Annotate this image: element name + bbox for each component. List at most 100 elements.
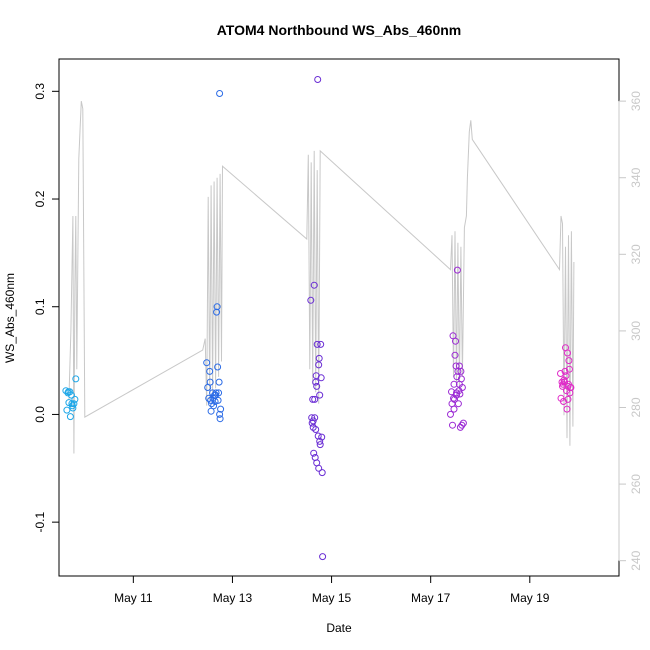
x-tick-label: May 19: [510, 591, 550, 605]
data-point: [203, 359, 211, 367]
data-point: [316, 437, 324, 445]
data-point: [318, 469, 326, 477]
y2-tick-label: 280: [629, 397, 643, 417]
x-tick-label: May 15: [312, 591, 352, 605]
data-point: [213, 303, 221, 311]
data-point: [315, 464, 323, 472]
data-point: [451, 351, 459, 359]
data-point: [453, 391, 460, 399]
data-point: [311, 395, 319, 403]
data-point: [458, 421, 466, 429]
data-point: [319, 553, 327, 561]
y-tick-label: 0.2: [33, 190, 47, 207]
y2-tick-label: 300: [629, 321, 643, 341]
data-point: [316, 391, 324, 399]
x-tick-label: May 11: [114, 591, 153, 605]
data-point: [315, 354, 323, 362]
data-point: [315, 361, 323, 369]
data-point: [214, 396, 222, 404]
data-point: [68, 400, 76, 408]
data-point: [72, 375, 80, 383]
data-point: [215, 378, 223, 386]
data-point: [459, 419, 467, 427]
y-tick-label: 0.0: [33, 406, 47, 423]
y2-tick-label: 260: [629, 474, 643, 494]
data-point: [217, 405, 225, 413]
x-tick-label: May 17: [411, 591, 451, 605]
y-axis-right: 240 260 280 300 320 340 360: [618, 91, 643, 571]
data-point: [455, 380, 463, 388]
data-point: [318, 433, 326, 441]
data-point: [564, 395, 572, 403]
data-point: [309, 395, 317, 403]
data-point: [454, 400, 462, 408]
y-tick-label: -0.1: [33, 511, 47, 532]
y-tick-label: 0.1: [33, 298, 47, 315]
secondary-series-layer: [68, 101, 575, 454]
data-point: [317, 340, 325, 348]
data-point: [456, 390, 464, 398]
data-point: [453, 266, 461, 274]
y2-tick-label: 240: [629, 550, 643, 570]
y-tick-label: 0.3: [33, 83, 47, 100]
secondary-series-line: [68, 101, 575, 454]
y2-tick-label: 320: [629, 244, 643, 264]
plot-frame: [58, 58, 620, 577]
y-axis-label: WS_Abs_460nm: [3, 273, 17, 363]
data-point: [69, 404, 77, 412]
data-point: [314, 76, 322, 83]
data-point: [448, 388, 455, 396]
data-point: [453, 389, 460, 397]
chart-title: ATOM4 Northbound WS_Abs_460nm: [217, 22, 462, 38]
y2-tick-label: 360: [629, 91, 643, 111]
data-point: [312, 426, 320, 433]
data-point: [451, 395, 458, 403]
data-point: [307, 296, 315, 304]
data-point: [565, 357, 573, 365]
data-point: [317, 374, 325, 382]
data-point: [449, 421, 456, 429]
data-point: [212, 389, 220, 397]
data-point: [216, 415, 224, 423]
data-point: [316, 441, 324, 449]
data-point: [214, 363, 222, 371]
data-point: [560, 398, 567, 405]
data-point: [563, 405, 571, 413]
data-point: [560, 376, 568, 384]
data-point: [562, 372, 570, 380]
data-point: [215, 389, 223, 397]
data-point: [452, 337, 459, 345]
data-point: [450, 380, 458, 388]
x-tick-label: May 13: [213, 591, 253, 605]
y2-tick-label: 340: [629, 167, 643, 187]
data-point: [70, 400, 78, 408]
data-point: [213, 308, 221, 316]
data-point: [71, 395, 79, 403]
data-point: [561, 367, 569, 375]
data-point: [310, 281, 318, 289]
scatter-points-layer: [62, 76, 575, 561]
y-axis-left: -0.1 0.0 0.1 0.2 0.3: [33, 83, 60, 532]
data-point: [457, 367, 465, 375]
data-point: [564, 349, 571, 357]
x-axis: May 11 May 13 May 15 May 17 May 19: [114, 575, 550, 605]
data-point: [447, 410, 454, 418]
data-point: [308, 414, 316, 422]
data-point: [64, 388, 72, 396]
data-point: [206, 378, 214, 386]
data-point: [216, 410, 224, 418]
data-point: [63, 406, 71, 414]
data-point: [565, 365, 573, 373]
data-point: [205, 394, 213, 402]
data-point: [207, 407, 215, 415]
x-axis-label: Date: [326, 621, 352, 635]
data-point: [311, 414, 319, 422]
data-point: [567, 384, 575, 391]
data-point: [313, 340, 321, 348]
data-point: [66, 413, 74, 421]
data-point: [309, 417, 317, 425]
data-point: [206, 367, 214, 375]
data-point: [450, 405, 458, 413]
data-point: [313, 382, 321, 390]
